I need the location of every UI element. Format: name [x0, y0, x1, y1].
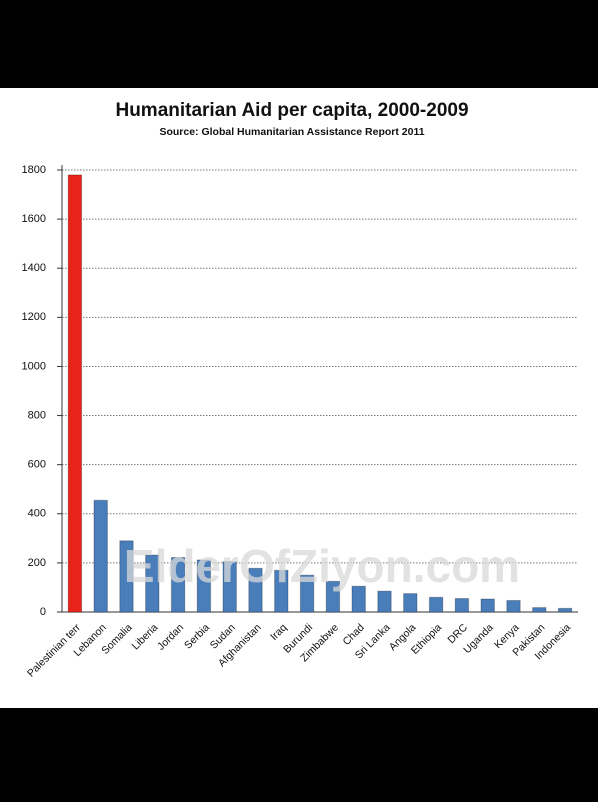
bar — [248, 567, 263, 613]
bar — [557, 607, 573, 613]
bar — [119, 540, 134, 613]
bar — [532, 607, 547, 613]
bar — [170, 556, 186, 613]
bar — [351, 585, 366, 613]
bar — [377, 590, 392, 613]
bar — [222, 561, 237, 613]
bar — [428, 596, 444, 613]
y-tick-label: 800 — [28, 409, 46, 421]
bar — [274, 569, 289, 613]
y-tick-label: 1400 — [22, 262, 46, 274]
watermark: ElderOfZiyon.com — [124, 540, 520, 592]
bar — [145, 554, 160, 613]
chart-background — [0, 88, 598, 708]
y-tick-label: 200 — [28, 557, 46, 569]
bar — [196, 559, 212, 613]
y-tick-label: 1800 — [22, 164, 46, 176]
y-tick-label: 1600 — [22, 213, 46, 225]
chart-title: Humanitarian Aid per capita, 2000-2009 — [115, 100, 468, 121]
bar — [93, 499, 108, 613]
bar — [403, 593, 418, 613]
bar — [325, 580, 341, 613]
y-tick-label: 600 — [28, 459, 46, 471]
bar — [299, 574, 315, 613]
bar — [506, 599, 521, 613]
bar — [67, 174, 83, 613]
y-tick-label: 1000 — [22, 360, 46, 372]
bar — [454, 597, 470, 613]
y-tick-label: 0 — [40, 606, 46, 618]
chart-subtitle: Source: Global Humanitarian Assistance R… — [159, 126, 424, 138]
y-tick-label: 400 — [28, 508, 46, 520]
bar — [480, 598, 495, 613]
y-tick-label: 1200 — [22, 311, 46, 323]
